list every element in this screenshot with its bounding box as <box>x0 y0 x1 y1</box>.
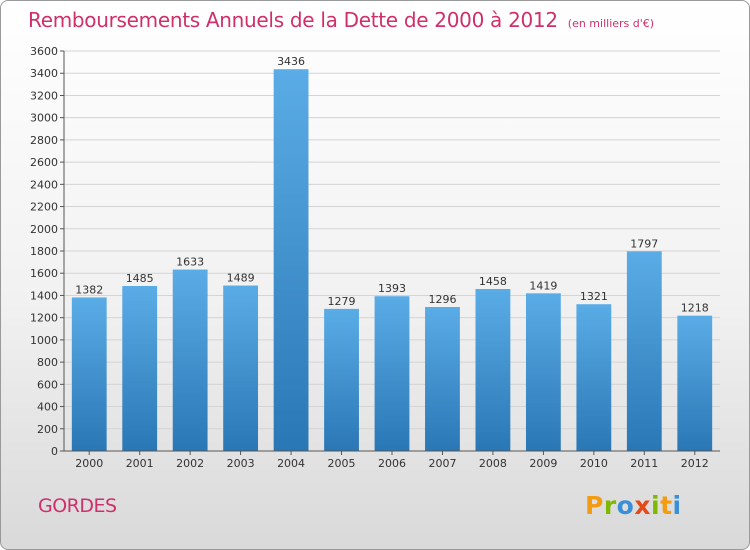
bar <box>172 269 208 451</box>
y-tick-label: 800 <box>37 356 58 369</box>
bar <box>324 308 359 451</box>
data-label: 1419 <box>529 279 557 292</box>
y-tick-label: 3200 <box>30 89 58 102</box>
x-tick-labels: 2000 2001 2002 2003 2004 2005 2006 2007 2008 2009… <box>75 457 709 470</box>
y-tick-label: 1000 <box>30 334 58 347</box>
y-tick-label: 3400 <box>30 67 58 80</box>
y-tick-label: 1600 <box>30 267 58 280</box>
x-tick-label: 2012 <box>681 457 709 470</box>
logo-letter: x <box>634 491 651 520</box>
data-labels: 1382 1485 1633 1489 3436 1279 1393 1296 1458 1419… <box>75 55 709 314</box>
logo-letter: r <box>603 491 617 520</box>
data-label: 1393 <box>378 282 406 295</box>
y-tick-label: 2400 <box>30 178 58 191</box>
logo-letter: t <box>660 491 673 520</box>
bar <box>223 285 259 451</box>
chart-title: Remboursements Annuels de la Dette de 20… <box>28 8 654 32</box>
x-tick-label: 2003 <box>227 457 255 470</box>
logo-letter: i <box>651 491 661 520</box>
data-label: 1218 <box>681 302 709 315</box>
y-tick-label: 2000 <box>30 223 58 236</box>
data-label: 1485 <box>126 272 154 285</box>
bar <box>122 286 158 451</box>
x-tick-label: 2007 <box>428 457 456 470</box>
data-label: 1382 <box>75 283 103 296</box>
x-tick-label: 2010 <box>580 457 608 470</box>
x-tick-label: 2008 <box>479 457 507 470</box>
logo-letter: o <box>616 491 635 520</box>
bar <box>374 296 410 451</box>
data-label: 3436 <box>277 55 305 68</box>
y-tick-label: 2600 <box>30 156 58 169</box>
x-tick-label: 2006 <box>378 457 406 470</box>
commune-name: GORDES <box>38 495 117 517</box>
data-label: 1458 <box>479 275 507 288</box>
proxiti-logo: Proxiti <box>585 491 682 520</box>
bar <box>475 289 511 451</box>
chart-title-text: Remboursements Annuels de la Dette de 20… <box>28 8 558 32</box>
bars <box>71 69 713 451</box>
x-tick-label: 2001 <box>126 457 154 470</box>
data-label: 1279 <box>328 295 356 308</box>
axes <box>60 50 720 455</box>
data-label: 1321 <box>580 290 608 303</box>
y-tick-label: 3600 <box>30 45 58 58</box>
x-tick-label: 2004 <box>277 457 305 470</box>
bar <box>626 251 662 451</box>
data-label: 1296 <box>428 293 456 306</box>
bar <box>425 307 460 451</box>
chart-subtitle: (en milliers d'€) <box>567 17 655 30</box>
y-tick-label: 1400 <box>30 289 58 302</box>
bar <box>677 315 713 451</box>
bar <box>525 293 561 451</box>
logo-letter: P <box>585 491 604 520</box>
y-tick-label: 1800 <box>30 245 58 258</box>
data-label: 1797 <box>630 237 658 250</box>
logo-letter: i <box>672 491 682 520</box>
y-tick-label: 0 <box>51 445 58 458</box>
y-tick-label: 200 <box>37 423 58 436</box>
y-tick-label: 2200 <box>30 201 58 214</box>
y-tick-label: 1200 <box>30 312 58 325</box>
bar <box>273 69 309 451</box>
data-label: 1489 <box>227 272 255 285</box>
y-tick-label: 2800 <box>30 134 58 147</box>
data-label: 1633 <box>176 256 204 269</box>
bar <box>71 297 107 451</box>
x-tick-label: 2011 <box>630 457 658 470</box>
x-tick-label: 2000 <box>75 457 103 470</box>
x-tick-label: 2009 <box>529 457 557 470</box>
y-tick-label: 400 <box>37 401 58 414</box>
x-tick-label: 2005 <box>328 457 356 470</box>
y-tick-label: 3000 <box>30 112 58 125</box>
bar <box>576 304 612 451</box>
x-tick-label: 2002 <box>176 457 204 470</box>
y-tick-label: 600 <box>37 378 58 391</box>
y-tick-labels: 0 200 400 600 800 1000 1200 1400 1600 1800 2000 220… <box>30 45 58 458</box>
